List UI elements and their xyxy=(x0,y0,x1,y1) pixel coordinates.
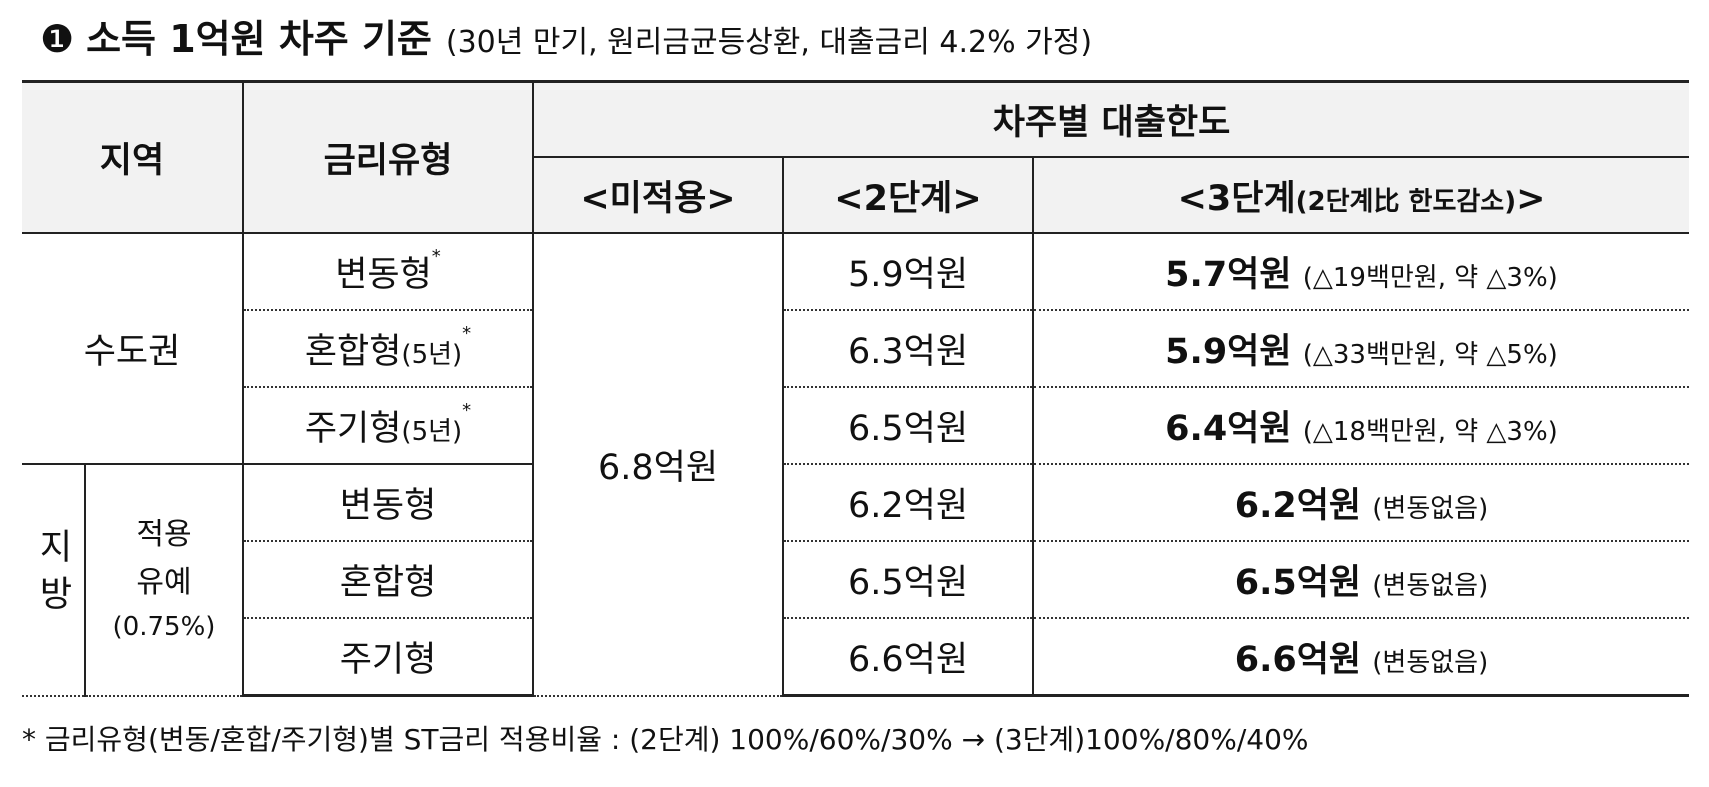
footnote: * 금리유형(변동/혼합/주기형)별 ST금리 적용비율 : (2단계) 100… xyxy=(22,723,1309,756)
subregion-rate: (0.75%) xyxy=(112,611,216,642)
rate-type-cell: 혼합형(5년)* xyxy=(242,310,534,388)
region-cell: 수도권 xyxy=(22,233,244,465)
table-row: 주기형 6.6억원 6.6억원 (변동없음) xyxy=(22,618,1689,697)
rate-type: 변동형 xyxy=(339,486,437,526)
rate-type-cell: 변동형* xyxy=(242,233,534,311)
stage2-cell: 5.9억원 xyxy=(782,233,1034,311)
stage3-change: (△18백만원, 약 △3%) xyxy=(1302,417,1558,447)
footnote-mark: * xyxy=(462,400,472,421)
header-text: > xyxy=(1516,178,1546,219)
subtitle: (30년 만기, 원리금균등상환, 대출금리 4.2% 가정) xyxy=(445,25,1093,60)
subregion-cell: 적용 유예 (0.75%) xyxy=(84,464,244,697)
rate-type: 혼합형 xyxy=(339,563,437,603)
stage3-change: (변동없음) xyxy=(1372,648,1489,678)
rate-type-cell: 주기형(5년)* xyxy=(242,387,534,465)
table-row: 주기형(5년)* 6.5억원 6.4억원 (△18백만원, 약 △3%) xyxy=(22,387,1689,465)
header-cell: <2단계> xyxy=(782,157,1034,234)
header-row: <미적용> <2단계> <3단계(2단계比 한도감소)> xyxy=(22,157,1689,234)
heading: ❶ 소득 1억원 차주 기준 (30년 만기, 원리금균등상환, 대출금리 4.2%… xyxy=(40,8,1092,63)
stage3-cell: 6.2억원 (변동없음) xyxy=(1032,464,1689,542)
rate-term: (5년) xyxy=(401,340,463,370)
stage3-amount: 6.4억원 xyxy=(1165,409,1292,449)
rate-type-cell: 변동형 xyxy=(242,463,534,542)
subregion-label: 적용 유예 xyxy=(136,516,192,600)
stage3-cell: 5.7억원 (△19백만원, 약 △3%) xyxy=(1032,233,1689,311)
stage3-change: (△33백만원, 약 △5%) xyxy=(1302,340,1558,370)
stage2-cell: 6.3억원 xyxy=(782,310,1034,388)
header-row: 지역 금리유형 차주별 대출한도 xyxy=(22,80,1689,234)
region-name: 지방 xyxy=(32,528,73,623)
stage2-cell: 6.2억원 xyxy=(782,464,1034,542)
stage3-cell: 6.4억원 (△18백만원, 약 △3%) xyxy=(1032,387,1689,465)
header-cell: 지역 xyxy=(22,80,244,234)
header-cell: <미적용> xyxy=(532,157,784,234)
stage2-cell: 6.5억원 xyxy=(782,387,1034,465)
rate-type: 변동형 xyxy=(335,255,432,295)
title: 소득 1억원 차주 기준 xyxy=(86,17,432,61)
stage2-cell: 6.6억원 xyxy=(782,618,1034,697)
rate-type-cell: 주기형 xyxy=(242,618,534,697)
table-row: 혼합형(5년)* 6.3억원 5.9억원 (△33백만원, 약 △5%) xyxy=(22,310,1689,388)
stage2-cell: 6.5억원 xyxy=(782,541,1034,619)
header-note: (2단계比 한도감소) xyxy=(1295,186,1517,217)
stage3-amount: 6.6억원 xyxy=(1234,640,1362,680)
region-cell: 지방 xyxy=(22,464,86,697)
footnote-mark: * xyxy=(431,246,441,267)
rate-term: (5년) xyxy=(401,417,463,447)
stage3-cell: 6.6억원 (변동없음) xyxy=(1032,618,1689,697)
table-row: 수도권 변동형* 6.8억원 5.9억원 5.7억원 (△19백만원, 약 △3%) xyxy=(22,233,1689,697)
stage3-cell: 5.9억원 (△33백만원, 약 △5%) xyxy=(1032,310,1689,388)
stage3-cell: 6.5억원 (변동없음) xyxy=(1032,541,1689,619)
stage3-amount: 5.7억원 xyxy=(1165,255,1292,295)
stage3-change: (△19백만원, 약 △3%) xyxy=(1302,263,1558,293)
header-text: <3단계 xyxy=(1177,178,1296,219)
rate-type: 주기형 xyxy=(304,409,402,449)
table-row: 지방 적용 유예 (0.75%) 변동형 6.2억원 6.2억원 (변동없음) xyxy=(22,463,1689,697)
not-applied-cell: 6.8억원 xyxy=(532,233,784,697)
rate-type-cell: 혼합형 xyxy=(242,541,534,619)
marker: ❶ xyxy=(40,17,75,61)
stage3-change: (변동없음) xyxy=(1372,571,1489,601)
footnote-mark: * xyxy=(462,323,472,344)
stage3-amount: 6.2억원 xyxy=(1234,486,1362,526)
stage3-amount: 6.5억원 xyxy=(1234,563,1362,603)
header-cell: 금리유형 xyxy=(242,80,534,234)
header-cell: 차주별 대출한도 xyxy=(532,80,1689,158)
header-cell: <3단계(2단계比 한도감소)> xyxy=(1032,157,1689,234)
stage3-amount: 5.9억원 xyxy=(1165,332,1292,372)
table-body: 수도권 변동형* 6.8억원 5.9억원 5.7억원 (△19백만원, 약 △3%) 혼합… xyxy=(22,233,1689,697)
rate-type: 혼합형 xyxy=(304,332,402,372)
rate-type: 주기형 xyxy=(339,640,437,680)
stage3-change: (변동없음) xyxy=(1372,494,1489,524)
loan-limit-table: 지역 금리유형 차주별 대출한도 <미적용> <2단계> <3단계(2단계比 한… xyxy=(22,80,1689,697)
table-row: 혼합형 6.5억원 6.5억원 (변동없음) xyxy=(22,541,1689,619)
